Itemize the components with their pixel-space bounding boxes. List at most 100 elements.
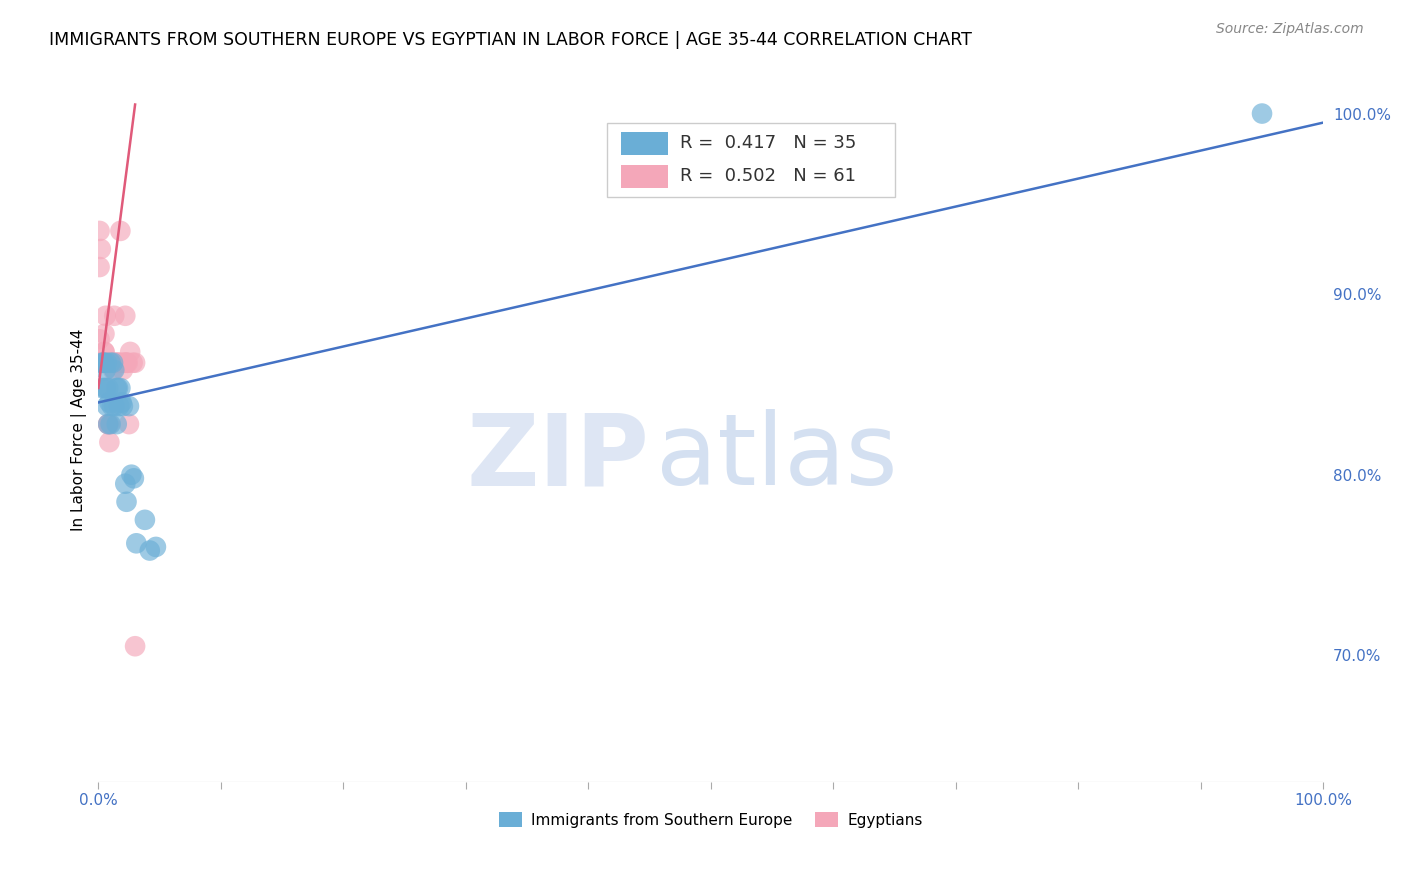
Point — [91, 356, 114, 370]
Point — [98, 395, 121, 409]
Text: atlas: atlas — [655, 409, 897, 507]
Point — [114, 309, 136, 323]
Point — [105, 356, 128, 370]
Point — [91, 356, 114, 370]
Point — [98, 417, 121, 431]
Point — [98, 435, 121, 450]
Point — [101, 363, 124, 377]
Point — [117, 356, 139, 370]
Point — [112, 356, 135, 370]
Point — [97, 356, 120, 370]
Point — [97, 417, 120, 431]
Point — [94, 363, 117, 377]
Point — [110, 381, 132, 395]
Point — [103, 363, 125, 377]
Point — [103, 309, 125, 323]
Point — [121, 356, 143, 370]
Point — [111, 363, 134, 377]
Point — [101, 356, 124, 370]
Point — [122, 471, 145, 485]
Point — [100, 356, 122, 370]
Point — [107, 356, 129, 370]
Point — [111, 356, 134, 370]
Point — [114, 356, 136, 370]
Point — [115, 356, 138, 370]
Point — [90, 356, 112, 370]
Point — [93, 381, 115, 395]
Point — [110, 224, 132, 238]
Point — [124, 639, 146, 653]
Text: IMMIGRANTS FROM SOUTHERN EUROPE VS EGYPTIAN IN LABOR FORCE | AGE 35-44 CORRELATI: IMMIGRANTS FROM SOUTHERN EUROPE VS EGYPT… — [49, 31, 972, 49]
Point — [90, 356, 112, 370]
Point — [91, 356, 114, 370]
Point — [100, 356, 122, 370]
Point — [98, 356, 121, 370]
Point — [101, 356, 124, 370]
Point — [93, 326, 115, 341]
Point — [90, 356, 112, 370]
Text: R =  0.417   N = 35: R = 0.417 N = 35 — [681, 134, 856, 152]
Point — [145, 540, 167, 554]
Point — [96, 399, 118, 413]
Point — [105, 381, 128, 395]
Text: ZIP: ZIP — [467, 409, 650, 507]
Point — [118, 399, 141, 413]
Point — [115, 495, 138, 509]
Point — [100, 356, 122, 370]
Point — [91, 356, 114, 370]
Y-axis label: In Labor Force | Age 35-44: In Labor Force | Age 35-44 — [72, 328, 87, 531]
Point — [97, 417, 120, 431]
Point — [139, 543, 162, 558]
Point — [91, 381, 114, 395]
Point — [97, 417, 120, 431]
Point — [90, 356, 112, 370]
Point — [96, 356, 118, 370]
Point — [100, 356, 122, 370]
Point — [105, 417, 128, 431]
Point — [89, 332, 111, 346]
Point — [107, 381, 129, 395]
Point — [1251, 106, 1274, 120]
Point — [93, 356, 115, 370]
Point — [94, 356, 117, 370]
Point — [108, 399, 131, 413]
Point — [115, 356, 138, 370]
Point — [89, 260, 111, 274]
Bar — [621, 166, 668, 188]
Point — [90, 242, 112, 256]
Point — [104, 356, 127, 370]
Point — [91, 356, 114, 370]
Point — [91, 356, 114, 370]
Point — [90, 356, 112, 370]
Point — [89, 224, 111, 238]
Point — [90, 356, 112, 370]
FancyBboxPatch shape — [607, 123, 894, 197]
Point — [97, 381, 120, 395]
Bar — [621, 132, 668, 155]
Point — [111, 399, 134, 413]
Point — [103, 399, 125, 413]
Point — [91, 356, 114, 370]
Point — [93, 345, 115, 359]
Point — [120, 345, 142, 359]
Text: Source: ZipAtlas.com: Source: ZipAtlas.com — [1216, 22, 1364, 37]
Point — [94, 309, 117, 323]
Point — [91, 356, 114, 370]
Point — [124, 356, 146, 370]
Point — [93, 345, 115, 359]
Point — [96, 356, 118, 370]
Legend: Immigrants from Southern Europe, Egyptians: Immigrants from Southern Europe, Egyptia… — [492, 805, 929, 834]
Point — [111, 395, 134, 409]
Text: R =  0.502   N = 61: R = 0.502 N = 61 — [681, 167, 856, 185]
Point — [91, 356, 114, 370]
Point — [94, 356, 117, 370]
Point — [94, 381, 117, 395]
Point — [108, 356, 131, 370]
Point — [91, 356, 114, 370]
Point — [101, 399, 124, 413]
Point — [134, 513, 156, 527]
Point — [120, 467, 142, 482]
Point — [125, 536, 148, 550]
Point — [91, 356, 114, 370]
Point — [93, 356, 115, 370]
